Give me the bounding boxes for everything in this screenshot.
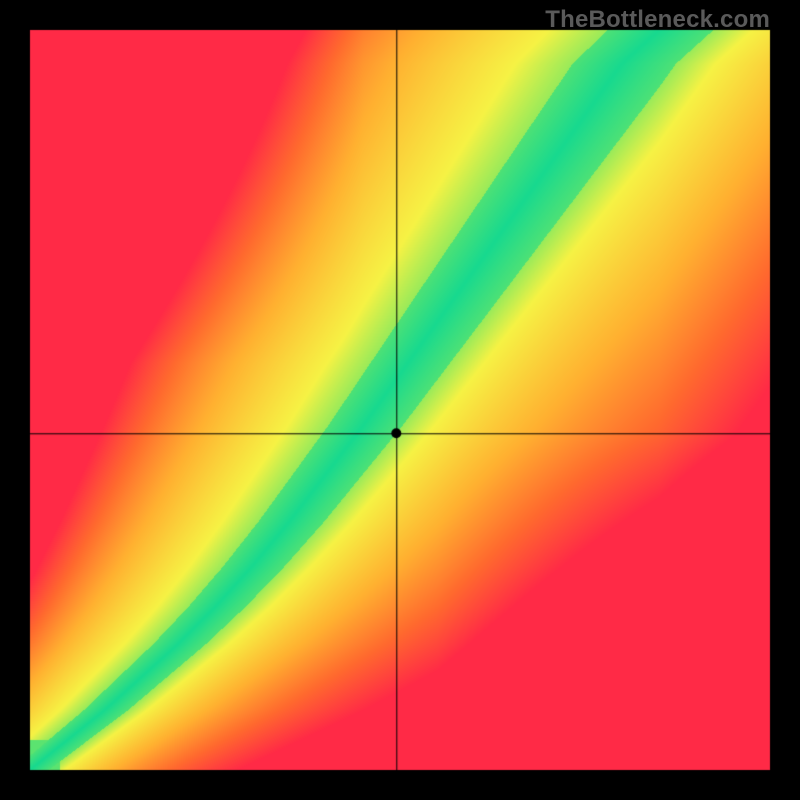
watermark-text: TheBottleneck.com	[545, 6, 770, 34]
heatmap-canvas	[0, 0, 800, 800]
chart-container: TheBottleneck.com	[0, 0, 800, 800]
